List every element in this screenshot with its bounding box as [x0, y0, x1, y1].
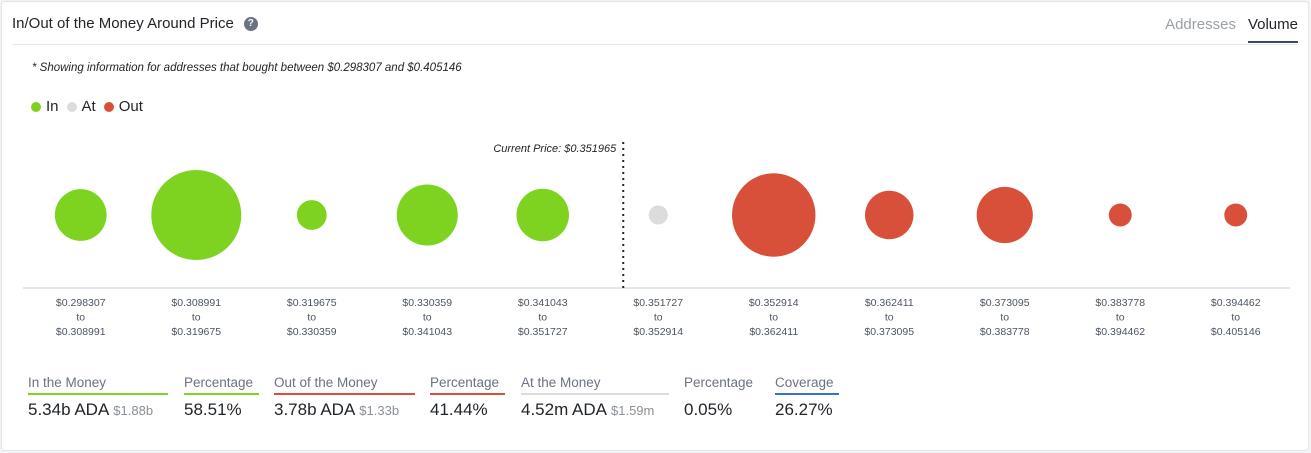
metric-in-label: In the Money: [28, 375, 107, 390]
bubble-5: [516, 188, 569, 242]
card-title: In/Out of the Money Around Price ?: [12, 15, 258, 32]
metric-at-value: 4.52m ADA $1.59m: [521, 400, 669, 420]
tab-volume[interactable]: Volume: [1247, 14, 1298, 43]
metric-out-pct-rule: [430, 393, 505, 395]
metric-out-rule: [274, 393, 415, 395]
metric-out-pct-label: Percentage: [430, 375, 500, 390]
current-price-label: Current Price: $0.351965: [493, 143, 617, 155]
bucket-label-1-to: $0.308991: [56, 326, 106, 338]
bubble-1: [54, 189, 107, 241]
question-circle-icon[interactable]: ?: [243, 16, 258, 31]
legend-out-label: Out: [118, 98, 143, 115]
bucket-label-4-to-word: to: [423, 312, 432, 324]
bucket-label-10-from: $0.383778: [1095, 297, 1145, 309]
metric-coverage: Coverage 26.27%: [775, 374, 839, 420]
bucket-label-7-to: $0.362411: [749, 326, 798, 338]
bubble-2: [151, 170, 242, 260]
metric-at-pct-label: Percentage: [684, 375, 754, 390]
metric-at-percentage: Percentage 0.05%: [684, 374, 753, 420]
metric-out-of-the-money: Out of the Money 3.78b ADA $1.33b: [274, 374, 415, 420]
bubble-10: [1108, 203, 1132, 227]
card-title-text: In/Out of the Money Around Price: [12, 15, 234, 32]
bucket-label-11-from: $0.394462: [1211, 297, 1261, 309]
metric-coverage-rule: [775, 393, 839, 395]
bucket-label-4-to: $0.341043: [402, 326, 452, 338]
metric-out-value: 3.78b ADA $1.33b: [274, 400, 415, 420]
bubble-6: [648, 205, 668, 225]
bucket-label-6-from: $0.351727: [633, 297, 683, 309]
bubble-3: [296, 200, 327, 230]
metric-in-the-money: In the Money 5.34b ADA $1.88b: [28, 374, 168, 420]
bucket-label-3-to: $0.330359: [287, 326, 337, 338]
metric-at-pct-value: 0.05%: [684, 400, 733, 419]
metric-coverage-label: Coverage: [775, 375, 834, 390]
legend-in-label: In: [46, 98, 59, 115]
legend-item-in: In: [31, 98, 59, 115]
bucket-label-1-to-word: to: [76, 312, 85, 324]
bucket-label-8-to: $0.373095: [864, 326, 914, 338]
metric-out-label: Out of the Money: [274, 375, 378, 390]
bucket-label-4-from: $0.330359: [402, 297, 452, 309]
bucket-label-2-to: $0.319675: [171, 326, 221, 338]
bucket-label-10-to-word: to: [1116, 312, 1125, 324]
bubble-7: [732, 173, 816, 257]
tab-addresses[interactable]: Addresses: [1165, 16, 1236, 33]
metric-in-pct-rule: [184, 393, 259, 395]
bubble-4: [396, 184, 458, 246]
bucket-label-5-to: $0.351727: [518, 326, 568, 338]
metric-at-usd: $1.59m: [611, 403, 655, 418]
metric-at-amount: 4.52m ADA: [521, 400, 607, 419]
bucket-label-11-to: $0.405146: [1211, 326, 1261, 338]
chart-legend: In At Out: [31, 98, 151, 115]
bucket-label-7-from: $0.352914: [749, 297, 799, 309]
bucket-label-9-to-word: to: [1000, 312, 1009, 324]
metric-out-percentage: Percentage 41.44%: [430, 374, 505, 420]
metric-out-pct-value: 41.44%: [430, 400, 488, 419]
header-divider: [12, 44, 1298, 45]
metric-in-percentage: Percentage 58.51%: [184, 374, 259, 420]
legend-in-dot-icon: [31, 101, 41, 112]
bucket-label-9-from: $0.373095: [980, 297, 1030, 309]
metric-at-label: At the Money: [521, 375, 601, 390]
metric-in-usd: $1.88b: [113, 403, 154, 418]
bucket-label-11-to-word: to: [1231, 312, 1240, 324]
legend-at-label: At: [81, 98, 96, 115]
bucket-label-2-to-word: to: [192, 312, 201, 324]
range-note: * Showing information for addresses that…: [32, 62, 462, 74]
bucket-label-7-to-word: to: [769, 312, 778, 324]
bucket-label-1-from: $0.298307: [56, 297, 106, 309]
view-tabs: Addresses Volume: [1153, 14, 1298, 43]
metric-in-rule: [28, 393, 168, 395]
bucket-label-6-to-word: to: [654, 312, 663, 324]
bubble-8: [865, 190, 914, 240]
metric-out-usd: $1.33b: [359, 403, 400, 418]
metric-out-amount: 3.78b ADA: [274, 400, 356, 419]
bucket-label-3-from: $0.319675: [287, 297, 337, 309]
metric-in-value: 5.34b ADA $1.88b: [28, 400, 168, 420]
bubble-chart: Current Price: $0.351965 $0.298307 to $0.30…: [23, 142, 1290, 338]
bucket-label-10-to: $0.394462: [1095, 326, 1145, 338]
bubble-11: [1224, 203, 1248, 227]
bucket-label-2-from: $0.308991: [171, 297, 221, 309]
metric-in-pct-value: 58.51%: [184, 400, 242, 419]
legend-at-dot-icon: [66, 101, 77, 112]
bucket-label-3-to-word: to: [307, 312, 316, 324]
bucket-label-6-to: $0.352914: [633, 326, 683, 338]
metric-coverage-value: 26.27%: [775, 400, 833, 419]
metric-at-the-money: At the Money 4.52m ADA $1.59m: [521, 374, 669, 420]
bubble-9: [976, 186, 1033, 244]
legend-item-at: At: [66, 98, 96, 115]
metric-in-amount: 5.34b ADA: [28, 400, 110, 419]
bucket-label-5-from: $0.341043: [518, 297, 568, 309]
metric-in-pct-label: Percentage: [184, 375, 254, 390]
bucket-label-8-from: $0.362411: [865, 297, 914, 309]
legend-item-out: Out: [103, 98, 143, 115]
metric-at-rule: [521, 393, 669, 395]
bucket-label-5-to-word: to: [538, 312, 547, 324]
bucket-label-9-to: $0.383778: [980, 326, 1030, 338]
legend-out-dot-icon: [103, 101, 114, 112]
bucket-label-8-to-word: to: [885, 312, 894, 324]
